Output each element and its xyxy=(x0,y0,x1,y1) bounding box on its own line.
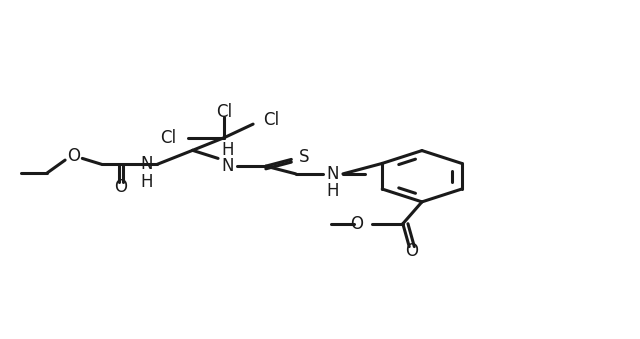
Text: Cl: Cl xyxy=(216,103,232,121)
Text: Cl: Cl xyxy=(262,111,279,129)
Text: O: O xyxy=(67,147,80,165)
Text: N: N xyxy=(326,165,339,183)
Text: S: S xyxy=(299,148,310,166)
Text: N: N xyxy=(221,157,234,175)
Text: H: H xyxy=(326,182,339,200)
Text: O: O xyxy=(350,215,364,233)
Text: O: O xyxy=(114,178,127,196)
Text: H: H xyxy=(140,173,153,191)
Text: O: O xyxy=(405,242,419,260)
Text: Cl: Cl xyxy=(160,128,176,146)
Text: H: H xyxy=(221,141,234,159)
Text: N: N xyxy=(140,156,153,174)
